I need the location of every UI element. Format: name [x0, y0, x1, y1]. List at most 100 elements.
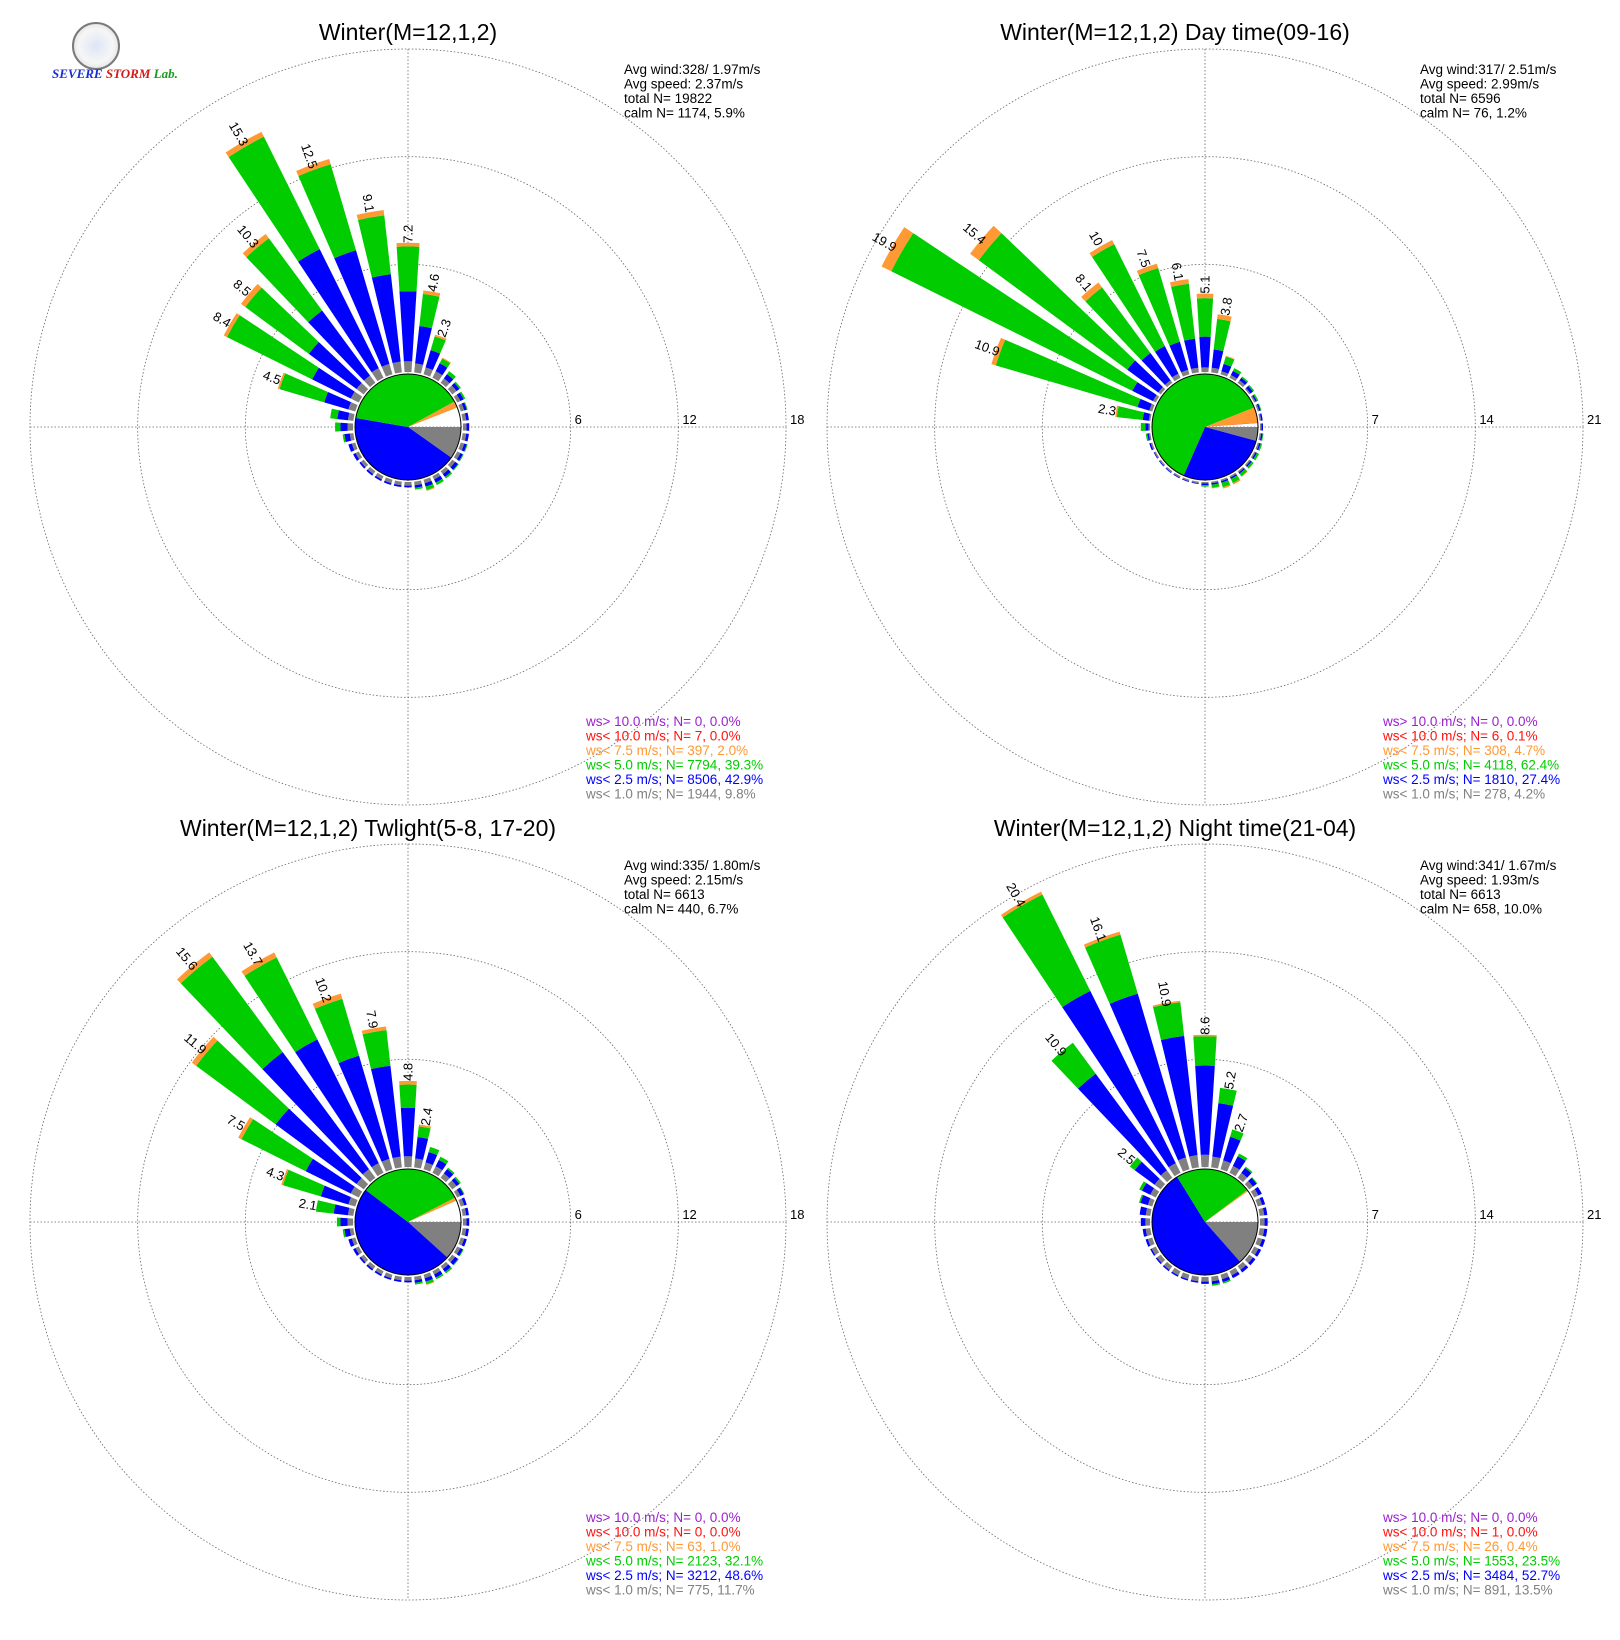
bar-segment-lt1 [1189, 1155, 1199, 1169]
bar-segment-lt2_5 [1261, 423, 1264, 431]
bar-segment-lt2_5 [1221, 1276, 1231, 1283]
bar-segment-lt7_5 [1222, 484, 1231, 489]
bar-segment-lt5 [1248, 384, 1255, 392]
bar-segment-lt2_5 [344, 1228, 352, 1238]
bar-segment-lt1 [1145, 1228, 1152, 1237]
bar-segment-lt2_5 [461, 1238, 467, 1247]
bar-segment-lt2_5 [1230, 370, 1240, 379]
bar-segment-lt7_5 [223, 313, 240, 338]
pie-slice-lt5 [365, 1169, 456, 1222]
bar-segment-lt5 [438, 1156, 449, 1165]
bar-segment-lt1 [1250, 1189, 1259, 1198]
bar-segment-lt5 [435, 478, 444, 486]
bar-segment-lt2_5 [424, 1275, 433, 1282]
bar-segment-lt1 [440, 378, 450, 388]
bar-segment-lt1 [367, 1261, 376, 1270]
bar-segment-lt1 [447, 1254, 456, 1263]
legend-ws-gt-10: ws> 10.0 m/s; N= 0, 0.0% [1382, 714, 1538, 729]
bar-segment-lt1 [1173, 472, 1181, 478]
info-total: total N= 6613 [624, 887, 705, 902]
pie-outline [1151, 373, 1259, 481]
bar-segment-lt5 [1196, 298, 1214, 337]
bar-segment-lt1 [1160, 1170, 1173, 1183]
legend-ws-lt-1: ws< 1.0 m/s; N= 1944, 9.8% [585, 787, 756, 802]
bar-total-label: 3.8 [1217, 296, 1235, 316]
bar-segment-lt5 [891, 233, 1138, 391]
bar-segment-lt7_5 [312, 993, 343, 1009]
bar-segment-lt1 [423, 1272, 432, 1279]
bar-segment-lt5 [1244, 1166, 1253, 1174]
ring-label: 14 [1479, 412, 1493, 427]
bar-segment-lt7_5 [1193, 1034, 1217, 1037]
bar-segment-lt1 [360, 459, 369, 468]
bar-segment-lt1 [432, 1166, 443, 1177]
bar-segment-lt1 [351, 1237, 358, 1246]
bar-segment-lt2_5 [435, 363, 448, 376]
ring-label: 18 [790, 1207, 804, 1222]
bar-segment-lt5 [1139, 1181, 1147, 1191]
bar-segment-lt5 [978, 233, 1136, 370]
legend-ws-lt-2-5: ws< 2.5 m/s; N= 1810, 27.4% [1382, 772, 1560, 787]
bar-segment-lt1 [423, 477, 432, 484]
bar-segment-lt7_5 [225, 131, 264, 157]
bar-total-label: 2.1 [298, 1195, 318, 1213]
bar-segment-lt7_5 [991, 337, 1006, 366]
bar-segment-lt1 [1182, 477, 1190, 482]
bar-segment-lt7_5 [434, 334, 447, 341]
bar-segment-lt1 [1259, 1218, 1265, 1226]
bar-segment-lt2_5 [1141, 353, 1171, 385]
bar-segment-lt5 [1237, 1153, 1248, 1161]
legend-ws-lt-7-5: ws< 7.5 m/s; N= 308, 4.7% [1382, 743, 1545, 758]
bar-segment-lt2_5 [337, 410, 350, 421]
bar-segment-lt1 [1211, 480, 1219, 484]
bar-segment-lt2_5 [1240, 1265, 1249, 1273]
bar-total-label: 12.5 [298, 142, 321, 171]
legend-ws-lt-2-5: ws< 2.5 m/s; N= 3484, 52.7% [1382, 1568, 1560, 1583]
bar-segment-lt5 [1218, 1087, 1237, 1106]
bar-segment-lt5 [357, 215, 391, 278]
bar-segment-lt1 [375, 1267, 384, 1275]
info-avg-wind: Avg wind:335/ 1.80m/s [624, 858, 761, 873]
bar-segment-lt5 [1171, 283, 1196, 341]
bar-segment-lt2_5 [1256, 403, 1261, 412]
ring-label: 7 [1372, 412, 1379, 427]
bar-segment-lt5 [244, 957, 318, 1053]
bar-segment-lt2_5 [1245, 385, 1253, 394]
bar-segment-lt2_5 [371, 1065, 401, 1159]
bar-segment-lt5 [459, 1187, 465, 1195]
bar-segment-lt1 [461, 413, 467, 421]
bar-segment-lt2_5 [308, 310, 371, 381]
bar-segment-lt7_5 [1217, 314, 1232, 322]
legend-ws-gt-10: ws> 10.0 m/s; N= 0, 0.0% [585, 714, 741, 729]
bar-segment-lt2_5 [466, 423, 470, 431]
bar-segment-lt5 [1140, 422, 1146, 432]
bar-segment-lt2_5 [1220, 478, 1229, 483]
bar-segment-lt5 [336, 1217, 341, 1227]
bar-segment-lt7_5 [238, 1117, 254, 1140]
bar-segment-lt2_5 [1141, 1183, 1155, 1195]
bar-segment-lt1 [432, 472, 441, 480]
bar-segment-lt2_5 [1241, 1167, 1252, 1178]
bar-segment-lt5 [1221, 480, 1231, 488]
bar-segment-lt2_5 [1127, 360, 1163, 393]
legend-ws-lt-5: ws< 5.0 m/s; N= 4118, 62.4% [1382, 758, 1559, 773]
bar-segment-lt2_5 [359, 461, 366, 469]
bar-segment-lt1 [458, 1198, 465, 1207]
bar-segment-lt1 [1190, 1275, 1199, 1282]
bar-segment-lt1 [1157, 1254, 1166, 1264]
bar-segment-lt2_5 [298, 249, 379, 373]
bar-segment-lt2_5 [366, 469, 374, 476]
bar-segment-lt5 [447, 371, 456, 380]
pie-slice-lt10 [1205, 422, 1258, 427]
bar-segment-lt2_5 [1259, 1238, 1266, 1248]
bar-segment-lt1 [394, 480, 402, 486]
bar-segment-lt1 [1211, 367, 1220, 374]
info-total: total N= 6596 [1420, 91, 1501, 106]
bar-segment-lt1 [1147, 1198, 1155, 1207]
bar-segment-lt5 [1129, 1157, 1142, 1171]
bar-segment-lt2_5 [374, 475, 382, 482]
bar-segment-lt1 [347, 412, 355, 421]
ring-label: 18 [790, 412, 804, 427]
bar-segment-lt1 [1211, 1275, 1220, 1282]
